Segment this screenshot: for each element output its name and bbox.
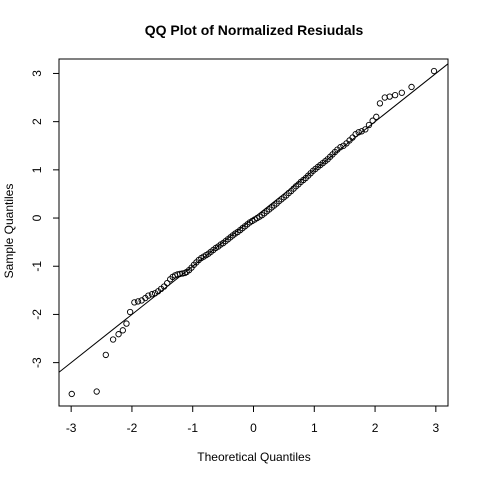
data-point bbox=[126, 308, 134, 316]
y-axis: -3 -2 -1 0 1 2 3 bbox=[30, 70, 59, 368]
y-tick-label: 0 bbox=[30, 214, 44, 221]
data-point bbox=[123, 320, 130, 327]
data-point bbox=[430, 67, 438, 75]
x-tick-label: 2 bbox=[372, 421, 379, 435]
data-point bbox=[109, 336, 117, 343]
x-tick-label: 1 bbox=[311, 421, 318, 435]
y-tick-label: -1 bbox=[30, 261, 44, 272]
data-point bbox=[365, 121, 373, 129]
x-axis-label: Theoretical Quantiles bbox=[197, 450, 310, 464]
data-point bbox=[148, 291, 156, 298]
y-tick-label: 1 bbox=[30, 166, 44, 173]
x-tick-label: -1 bbox=[187, 421, 198, 435]
data-point bbox=[179, 270, 186, 277]
data-point bbox=[358, 128, 365, 135]
data-point bbox=[408, 83, 415, 91]
data-point bbox=[355, 129, 362, 136]
data-point bbox=[369, 117, 376, 124]
data-point bbox=[131, 299, 138, 306]
data-point bbox=[119, 327, 126, 334]
data-point bbox=[362, 126, 369, 133]
data-point bbox=[398, 89, 405, 96]
data-point bbox=[102, 351, 109, 359]
chart-title: QQ Plot of Normalized Resiudals bbox=[145, 22, 364, 38]
y-tick-label: -2 bbox=[30, 309, 44, 320]
y-tick-label: 3 bbox=[30, 70, 44, 77]
x-tick-label: -3 bbox=[66, 421, 77, 435]
data-point bbox=[373, 113, 380, 120]
data-point bbox=[164, 279, 171, 287]
data-point bbox=[391, 91, 399, 99]
x-axis: -3 -2 -1 0 1 2 3 bbox=[66, 406, 440, 435]
x-tick-label: 0 bbox=[250, 421, 257, 435]
x-tick-label: 3 bbox=[433, 421, 440, 435]
data-point bbox=[337, 144, 344, 151]
data-point bbox=[134, 298, 142, 305]
x-tick-label: -2 bbox=[127, 421, 138, 435]
plot-frame bbox=[58, 58, 449, 407]
data-point bbox=[93, 388, 100, 395]
y-tick-label: -3 bbox=[30, 357, 44, 368]
data-point bbox=[115, 331, 122, 338]
data-point bbox=[145, 292, 152, 299]
y-axis-label: Sample Quantiles bbox=[2, 184, 16, 279]
data-point bbox=[68, 390, 75, 398]
data-point bbox=[376, 100, 384, 107]
y-tick-label: 2 bbox=[30, 118, 44, 125]
data-points bbox=[68, 67, 438, 398]
